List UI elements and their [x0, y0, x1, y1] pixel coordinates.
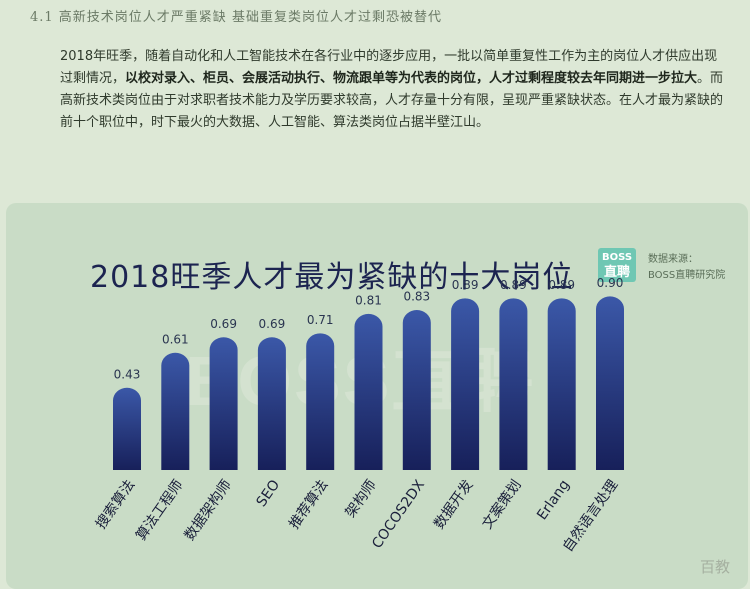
- paragraph-text: 2018年旺季，随着自动化和人工智能技术在各行业中的逐步应用，一批以简单重复性工…: [60, 49, 718, 86]
- value-label-6: 0.83: [403, 290, 430, 304]
- value-label-5: 0.81: [355, 294, 382, 308]
- bar-9: [547, 298, 576, 470]
- logo-line1: BOSS: [601, 252, 633, 263]
- bar-6: [402, 310, 431, 470]
- value-label-1: 0.61: [162, 332, 189, 346]
- value-label-7: 0.89: [452, 278, 479, 292]
- category-label-8: 文案策划: [479, 477, 525, 533]
- intro-paragraph: 2018年旺季，随着自动化和人工智能技术在各行业中的逐步应用，一批以简单重复性工…: [60, 46, 730, 134]
- chart-title: 2018旺季人才最为紧缺的十大岗位: [90, 260, 574, 295]
- value-label-3: 0.69: [259, 317, 286, 331]
- category-label-7: 数据开发: [431, 477, 476, 532]
- source-name: BOSS直聘研究院: [648, 270, 726, 281]
- logo-line2: 直聘: [603, 265, 630, 280]
- boss-logo: BOSS 直聘: [598, 248, 636, 282]
- corner-watermark: 百教: [700, 558, 731, 576]
- value-label-0: 0.43: [114, 367, 141, 381]
- value-label-10: 0.90: [597, 276, 624, 290]
- source-label: 数据来源：: [648, 254, 698, 265]
- value-label-4: 0.71: [307, 313, 334, 327]
- paragraph-bold-text: 以校对录入、柜员、会展活动执行、物流跟单等为代表的岗位，人才过剩程度较去年同期进…: [125, 71, 698, 86]
- category-label-3: SEO: [254, 477, 284, 510]
- section-title: 4.1 高新技术岗位人才严重紧缺 基础重复类岗位人才过剩恐被替代: [30, 10, 442, 25]
- data-source: 数据来源： BOSS直聘研究院: [648, 252, 725, 284]
- category-label-9: Erlang: [534, 477, 573, 523]
- bar-2: [209, 337, 238, 470]
- category-label-0: 搜索算法: [92, 477, 138, 533]
- bar-7: [451, 298, 480, 470]
- bar-3: [257, 337, 286, 470]
- bar-10: [596, 296, 624, 470]
- category-label-4: 推荐算法: [286, 477, 331, 532]
- bars-group: 0.43 搜索算法 0.61 算法工程师 0.69 数据架构师 0.69 SEO 0.71 推荐算…: [92, 276, 624, 555]
- value-label-8: 0.89: [500, 278, 527, 292]
- bar-8: [499, 298, 528, 470]
- bar-1: [161, 352, 190, 470]
- category-label-1: 算法工程师: [133, 477, 186, 544]
- bar-4: [306, 333, 335, 470]
- bar-0: [113, 387, 141, 470]
- bar-5: [354, 313, 383, 470]
- paragraph-text-end: 。而高新技术类岗位由于对求职者技术能力及学历要求较高，人才存量十分有限，呈现严重…: [60, 71, 724, 130]
- category-label-2: 数据架构师: [182, 477, 235, 544]
- category-label-5: 架构师: [343, 477, 380, 521]
- value-label-2: 0.69: [210, 317, 237, 331]
- value-label-9: 0.89: [548, 278, 575, 292]
